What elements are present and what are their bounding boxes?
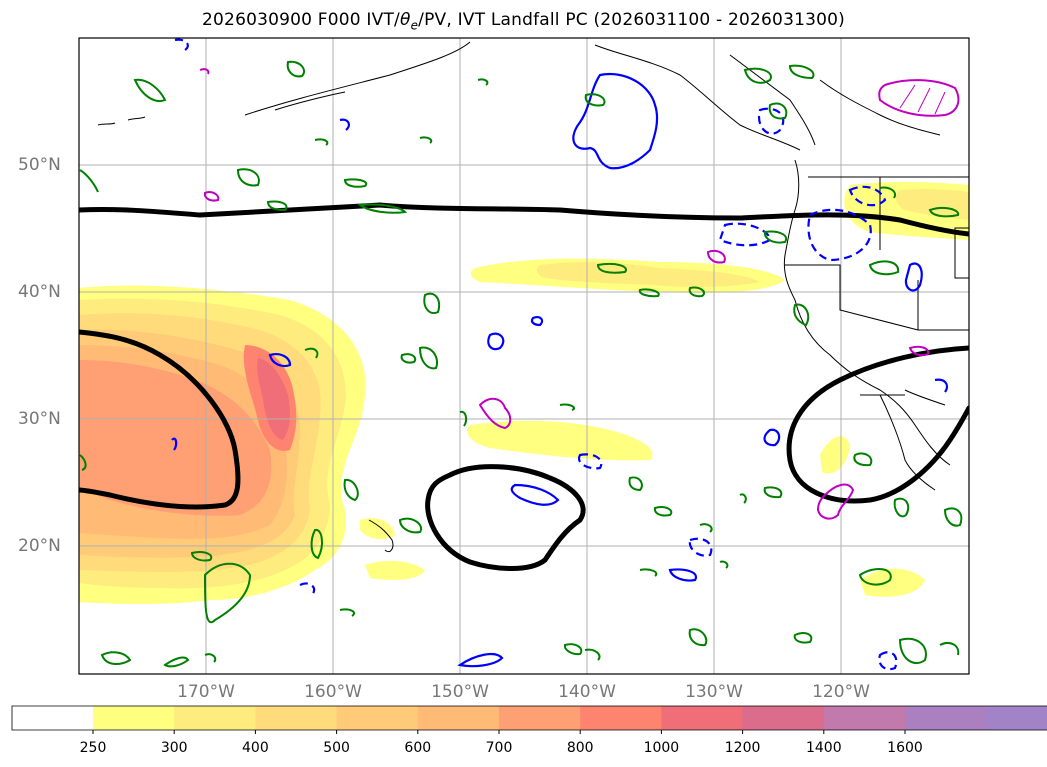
colorbar-tick-label: 400 bbox=[242, 740, 269, 756]
colorbar-tick-label: 700 bbox=[485, 740, 513, 756]
colorbar-tick-label: 600 bbox=[404, 740, 432, 756]
colorbar-segment bbox=[986, 706, 1047, 730]
colorbar bbox=[11, 705, 1047, 734]
colorbar-segment bbox=[742, 706, 825, 730]
lon-label-140w: 140°W bbox=[558, 682, 616, 702]
magenta-contours bbox=[199, 68, 960, 520]
colorbar-tick-label: 500 bbox=[323, 740, 350, 756]
colorbar-tick-label: 800 bbox=[566, 740, 594, 756]
lon-label-120w: 120°W bbox=[812, 682, 870, 702]
lon-label-160w: 160°W bbox=[304, 682, 362, 702]
lat-label-50n: 50°N bbox=[18, 155, 61, 175]
colorbar-outline bbox=[11, 705, 1047, 731]
ivt-pc-contours bbox=[171, 38, 949, 671]
lon-label-150w: 150°W bbox=[431, 682, 489, 702]
pv-contours bbox=[79, 60, 963, 668]
colorbar-tick-label: 1200 bbox=[724, 740, 761, 756]
map-title: 2026030900 F000 IVT/θe/PV, IVT Landfall … bbox=[202, 10, 845, 33]
colorbar-tick-label: 250 bbox=[79, 740, 107, 756]
lat-label-20n: 20°N bbox=[18, 536, 61, 556]
lat-label-30n: 30°N bbox=[18, 409, 61, 429]
colorbar-segment bbox=[336, 706, 419, 730]
lat-label-40n: 40°N bbox=[18, 282, 61, 302]
colorbar-segment bbox=[661, 706, 744, 730]
lon-label-130w: 130°W bbox=[685, 682, 743, 702]
colorbar-segment bbox=[580, 706, 662, 730]
graticule bbox=[79, 38, 969, 674]
colorbar-segment bbox=[174, 706, 256, 730]
colorbar-segment-below bbox=[12, 706, 93, 730]
colorbar-segment bbox=[93, 706, 175, 730]
colorbar-segment bbox=[823, 706, 906, 730]
colorbar-segment bbox=[499, 706, 581, 730]
colorbar-tick-label: 1000 bbox=[643, 740, 680, 756]
colorbar-segment bbox=[255, 706, 338, 730]
magenta-hatching bbox=[899, 84, 946, 115]
map-frame bbox=[78, 37, 970, 675]
lon-label-170w: 170°W bbox=[177, 682, 235, 702]
colorbar-tick-label: 1600 bbox=[887, 740, 923, 756]
colorbar-tick-label: 1400 bbox=[805, 740, 842, 756]
colorbar-tick-label: 300 bbox=[160, 740, 188, 756]
colorbar-segment bbox=[417, 706, 500, 730]
colorbar-segment bbox=[905, 706, 987, 730]
ivt-shading bbox=[79, 181, 969, 605]
theta-e-contours bbox=[79, 202, 969, 571]
